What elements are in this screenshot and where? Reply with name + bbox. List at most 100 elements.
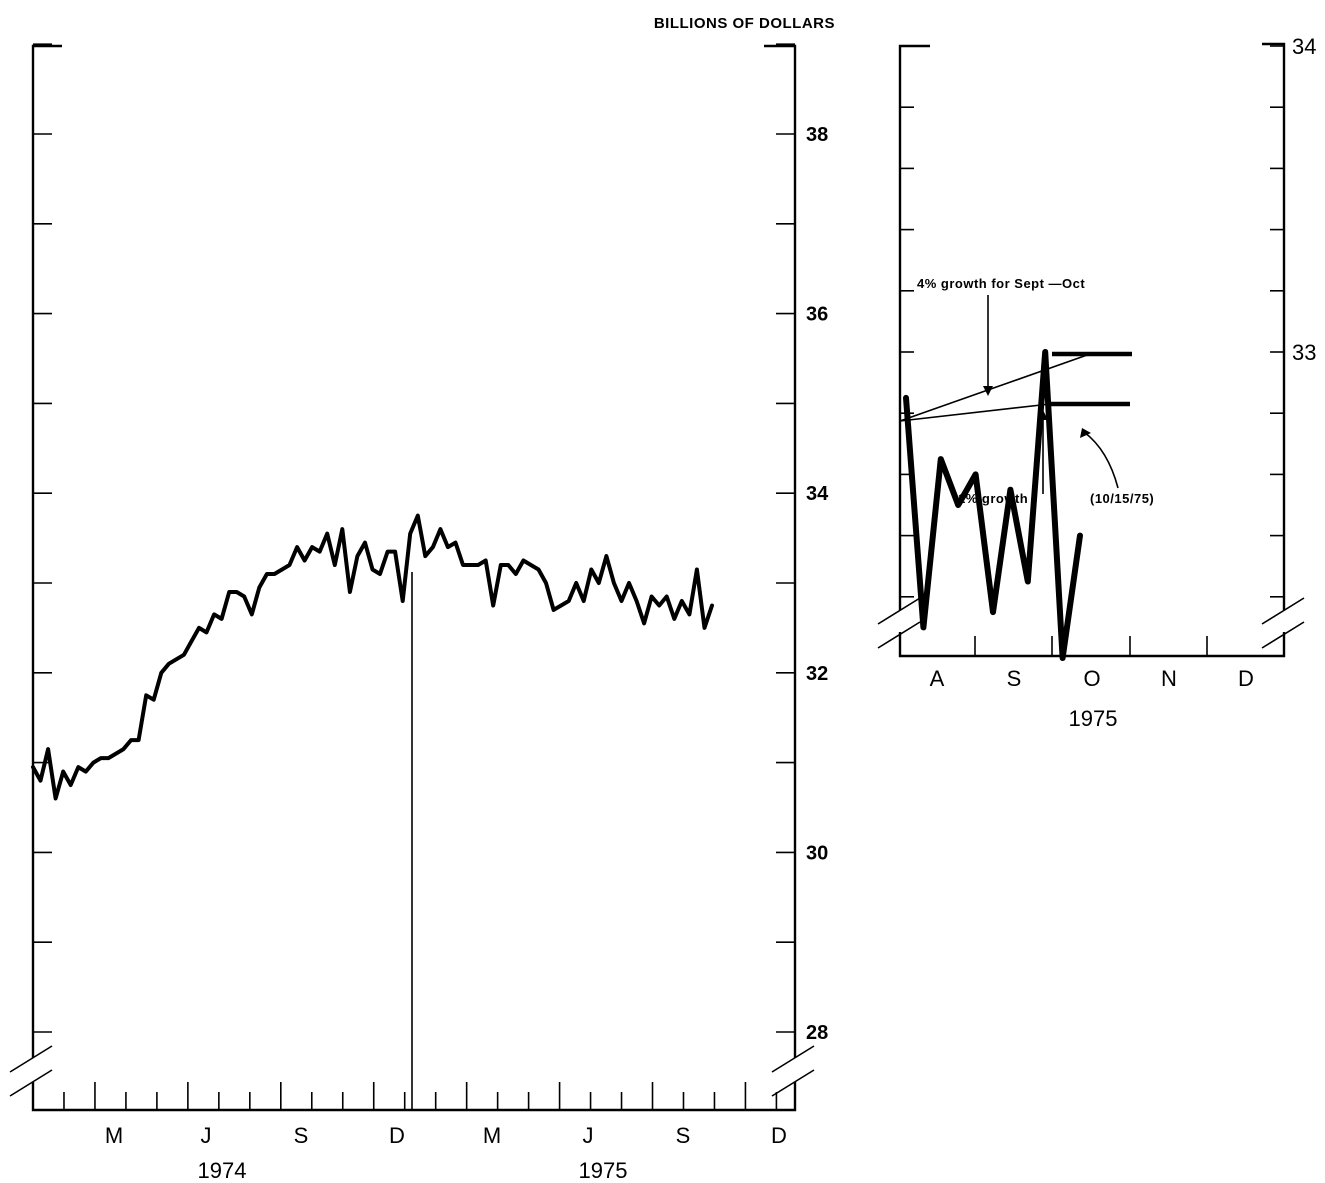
x-month-label: M [105, 1123, 123, 1148]
left-axis-break-mark [9, 1069, 53, 1097]
left-axis-break-mark [9, 1045, 53, 1073]
data-point [258, 586, 261, 589]
data-point [673, 617, 676, 621]
data-point [431, 545, 435, 549]
data-point [137, 738, 140, 742]
inset-data-point [939, 457, 943, 461]
data-point [371, 568, 374, 571]
data-point [635, 599, 638, 603]
data-point [77, 765, 80, 769]
data-point [522, 559, 525, 562]
data-point [484, 559, 487, 562]
y-tick-label: 38 [806, 124, 828, 146]
inset-chart: 34 33 A S O N D 4% growth for Sept —Oct 1% gr… [877, 34, 1316, 731]
annotation-1pct-growth: 1% growth [958, 491, 1028, 506]
data-point [303, 559, 306, 562]
data-point [167, 662, 170, 666]
data-point [378, 572, 382, 576]
data-point [175, 658, 178, 661]
data-point [650, 595, 653, 598]
y-tick-label: 28 [806, 1022, 828, 1044]
data-point [31, 765, 35, 769]
data-point [46, 747, 50, 751]
data-point [401, 599, 404, 603]
bottom-axis-line [31, 1082, 797, 1112]
y-tick-label: 34 [806, 483, 829, 505]
data-point [529, 563, 533, 567]
data-point [310, 545, 314, 549]
data-point [597, 581, 601, 585]
inset-axis-break-mark [877, 621, 921, 649]
y-tick-label: 36 [806, 304, 828, 326]
right-axis-break-mark [771, 1069, 815, 1097]
data-point [182, 653, 186, 657]
data-point [476, 563, 480, 567]
data-point [710, 604, 714, 607]
inset-data-point [1043, 350, 1047, 354]
data-point [620, 599, 623, 603]
arrowhead-1pct [1038, 410, 1048, 420]
right-axis-break-mark [771, 1045, 815, 1073]
inset-data-point [1061, 656, 1065, 660]
data-point [567, 599, 570, 603]
data-point [227, 590, 231, 594]
data-point [559, 604, 563, 607]
data-point [84, 770, 88, 773]
data-point [575, 581, 578, 585]
inset-data-points [904, 350, 1082, 660]
data-point [409, 532, 412, 535]
data-point [160, 671, 163, 674]
data-point [61, 770, 65, 773]
data-point [507, 563, 510, 567]
data-point [356, 554, 359, 558]
inset-x-month-label: D [1238, 666, 1254, 691]
data-point [612, 581, 616, 585]
data-point [454, 541, 457, 544]
data-point [235, 590, 238, 594]
x-month-label: S [676, 1123, 691, 1148]
data-point [190, 640, 193, 643]
annotation-latest-date: (10/15/75) [1090, 491, 1154, 506]
data-point [250, 613, 253, 616]
data-point [114, 752, 118, 755]
data-point [243, 595, 246, 598]
data-point [220, 617, 223, 621]
series-line-weekly [31, 513, 714, 801]
data-point [265, 572, 269, 576]
left-axis-line [31, 44, 62, 1058]
inset-axis-break-mark [1261, 597, 1305, 625]
data-point [348, 590, 352, 594]
inset-data-point [956, 503, 960, 507]
x-month-label: J [201, 1123, 212, 1148]
data-point [122, 747, 125, 751]
data-point [627, 581, 631, 585]
data-point [469, 563, 472, 567]
data-point [205, 631, 208, 634]
data-point [107, 756, 110, 760]
data-point [680, 599, 684, 603]
data-point [152, 698, 155, 701]
inset-bottom-axis [898, 632, 1286, 658]
data-point [492, 604, 495, 607]
inset-axis-break-mark [1261, 621, 1305, 649]
right-axis-line [764, 44, 797, 1058]
inset-x-month-label: O [1083, 666, 1100, 691]
x-month-label: D [389, 1123, 405, 1148]
x-month-label: J [583, 1123, 594, 1148]
data-point [144, 694, 148, 697]
data-point [341, 527, 344, 531]
data-point [665, 595, 668, 598]
data-point [69, 783, 72, 787]
x-month-label: S [294, 1123, 309, 1148]
data-point [280, 568, 284, 571]
arrowhead-latest-date [1080, 428, 1091, 438]
data-point [499, 563, 502, 567]
left-chart: BILLIONS OF DOLLARS 38 36 34 32 30 28 M J S D M J S… [9, 15, 835, 1183]
inset-data-point [1078, 534, 1082, 538]
data-point [552, 608, 555, 612]
growth-1pct-line [899, 403, 1051, 422]
